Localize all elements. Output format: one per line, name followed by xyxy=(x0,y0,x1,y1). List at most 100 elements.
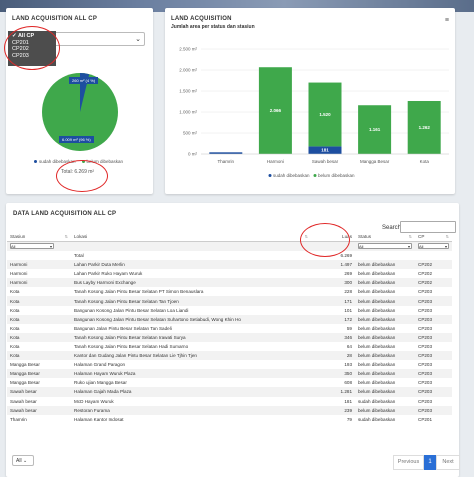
data-table: Stasiun ⇅ Lokasi ⇅ Luas Status ⇅ CP ⇅ All ▾ A… xyxy=(7,233,452,424)
cell-lokasi: Bangunan Kosong Jalan Pintu Besar Selata… xyxy=(71,314,311,324)
pie-label-sudah: 260 m² (4 %) xyxy=(69,77,99,84)
cell-stasiun: Mangga Besar xyxy=(7,369,71,379)
cell-luas: 239 xyxy=(311,405,355,415)
card-title: LAND ACQUISITION xyxy=(171,16,232,22)
cell-stasiun: Kota xyxy=(7,332,71,342)
filter-cp-select[interactable]: All ▾ xyxy=(418,243,449,250)
bar-data-label: 1.161 xyxy=(369,127,381,132)
cell-stasiun: Harmoni xyxy=(7,278,71,288)
cell-luas: 172 xyxy=(311,314,355,324)
cell-cp: CP203 xyxy=(418,307,433,313)
bar-chart: 0 m² 500 m² 1.000 m² 1.500 m² 2.000 m² 2.500 … xyxy=(179,47,449,178)
table-row: Kota Tanah Kosong Jalan Pintu Besar Selat… xyxy=(7,296,452,306)
cell-stasiun: Kota xyxy=(10,343,20,349)
previous-button[interactable]: Previous xyxy=(393,455,424,470)
table-row: Kota Tanah Kosong Jalan Pintu Besar Selat… xyxy=(7,342,452,351)
cell-cp: CP203 xyxy=(415,351,452,361)
legend-marker-0 xyxy=(268,174,272,177)
legend-item-sudah[interactable]: sudah dibebaskan xyxy=(34,159,76,164)
bar-belum-4 xyxy=(407,100,441,154)
cell-status: belum dibebaskan xyxy=(358,307,396,313)
cell-stasiun: Kota xyxy=(10,307,20,313)
table-row: Kota Tanah Kosong Jalan Pintu Besar Selat… xyxy=(7,287,452,296)
cell-luas: 1.497 xyxy=(311,260,355,270)
cell-stasiun: Harmoni xyxy=(10,271,28,277)
cell-stasiun: Harmoni xyxy=(7,260,71,270)
cell-luas: 181 xyxy=(344,398,352,404)
cell-status: belum dibebaskan xyxy=(355,314,415,324)
y-tick-label: 0 m² xyxy=(188,152,198,157)
dropdown-option-cp203[interactable]: CP203 xyxy=(12,52,29,59)
table-row: Kota Bangunan Jalan Pintu Besar Selatan T… xyxy=(7,324,452,333)
cell-status: belum dibebaskan xyxy=(355,369,415,379)
dropdown-option-cp201[interactable]: CP201 xyxy=(12,39,29,46)
menu-icon[interactable]: ≡ xyxy=(444,17,449,24)
column-header-lokasi[interactable]: Lokasi ⇅ xyxy=(71,233,311,242)
cell-lokasi: McD Hayam Wuruk xyxy=(74,398,114,404)
cell-status: belum dibebaskan xyxy=(355,296,415,306)
cp-select[interactable]: ⌄ xyxy=(56,32,145,46)
cell-cp: CP203 xyxy=(418,289,433,295)
cell-cp: CP203 xyxy=(415,369,452,379)
cell-luas: 64 xyxy=(346,343,352,349)
cell-lokasi: Tanah Kosong Jalan Pintu Besar Selatan H… xyxy=(74,343,189,349)
table-row: Thamrin Halaman Kantor Indosat 79 sudah dib… xyxy=(7,415,452,424)
y-tick-label: 1.000 m² xyxy=(179,110,197,115)
cell-luas: 608 xyxy=(344,380,352,386)
dropdown-option-cp202[interactable]: CP202 xyxy=(12,46,29,52)
pie-legend: sudah dibebaskan belum dibebaskan xyxy=(34,159,123,164)
cell-cp: CP203 xyxy=(418,343,433,349)
cell-luas: 1.281 xyxy=(311,387,355,397)
cell-cp: CP203 xyxy=(415,332,452,342)
y-tick-label: 500 m² xyxy=(183,131,198,136)
column-header-cp[interactable]: CP ⇅ xyxy=(415,233,452,242)
table-row: Kota Bangunan Kosong Jalan Pintu Besar Se… xyxy=(7,314,452,324)
dropdown-option-all[interactable]: ✓ All CP xyxy=(12,33,35,39)
cell-status: belum dibebaskan xyxy=(358,325,396,331)
column-header-stasiun[interactable]: Stasiun ⇅ xyxy=(7,233,71,242)
bar-data-label: 2.066 xyxy=(270,108,282,113)
cell-cp: CP202 xyxy=(415,278,452,288)
cell-cp: CP203 xyxy=(418,398,433,404)
next-button[interactable]: Next xyxy=(436,455,460,470)
cell-stasiun: Sawah besar xyxy=(7,405,71,415)
cell-lokasi: Bangunan Jalan Pintu Besar Selatan Tan S… xyxy=(74,325,172,331)
cell-status: belum dibebaskan xyxy=(358,271,396,277)
card-title: DATA LAND ACQUISITION ALL CP xyxy=(13,211,117,217)
cell-stasiun: Sawah besar xyxy=(7,387,71,397)
filter-stasiun-select[interactable]: All ▾ xyxy=(10,243,54,250)
cell-luas: 28 xyxy=(311,351,355,361)
cell-luas: 171 xyxy=(311,296,355,306)
cell-lokasi: Halaman Grand Paragon xyxy=(74,362,126,368)
cell-status: belum dibebaskan xyxy=(355,260,415,270)
legend-label-0: sudah dibebaskan xyxy=(273,173,310,178)
y-tick-label: 2.500 m² xyxy=(179,47,197,52)
cell-luas: 228 xyxy=(344,289,352,295)
search-label: Search: xyxy=(382,225,403,231)
x-tick-label: Sawah besar xyxy=(312,159,339,164)
filter-status-select[interactable]: All ▾ xyxy=(358,243,412,250)
page-length-select[interactable]: All ⌄ xyxy=(12,455,34,466)
bar-belum-3 xyxy=(358,105,392,154)
column-header-luas[interactable]: Luas xyxy=(311,233,355,242)
cell-stasiun: Kota xyxy=(7,351,71,361)
cell-status: belum dibebaskan xyxy=(355,405,415,415)
cell-cp: CP203 xyxy=(418,362,433,368)
x-tick-label: Mangga Besar xyxy=(360,159,390,164)
search-input[interactable] xyxy=(400,221,456,233)
cell-lokasi: Restoran Furama xyxy=(71,405,311,415)
cell-status: belum dibebaskan xyxy=(355,387,415,397)
cell-lokasi: Tanah Kosong Jalan Pintu Besar Selatan I… xyxy=(71,332,311,342)
table-total-row: Total 6.269 xyxy=(7,251,452,261)
card-title: LAND ACQUISITION ALL CP xyxy=(12,16,98,22)
cell-lokasi: Kantor dan Gudang Jalan Pintu Besar Sela… xyxy=(71,351,311,361)
page-1-button[interactable]: 1 xyxy=(424,455,436,470)
cell-status: belum dibebaskan xyxy=(355,278,415,288)
column-header-status[interactable]: Status ⇅ xyxy=(355,233,415,242)
cp-dropdown-list[interactable]: ✓ All CP CP201 CP202 CP203 xyxy=(8,31,56,66)
table-row: Mangga Besar Halaman Hayam Wuruk Plaza 350… xyxy=(7,369,452,379)
bar-belum-1 xyxy=(258,67,292,154)
legend-label-1: belum dibebaskan xyxy=(318,173,355,178)
legend-item-belum[interactable]: belum dibebaskan xyxy=(81,159,123,164)
table-row: Sawah besar Restoran Furama 239 belum dibeb… xyxy=(7,405,452,415)
